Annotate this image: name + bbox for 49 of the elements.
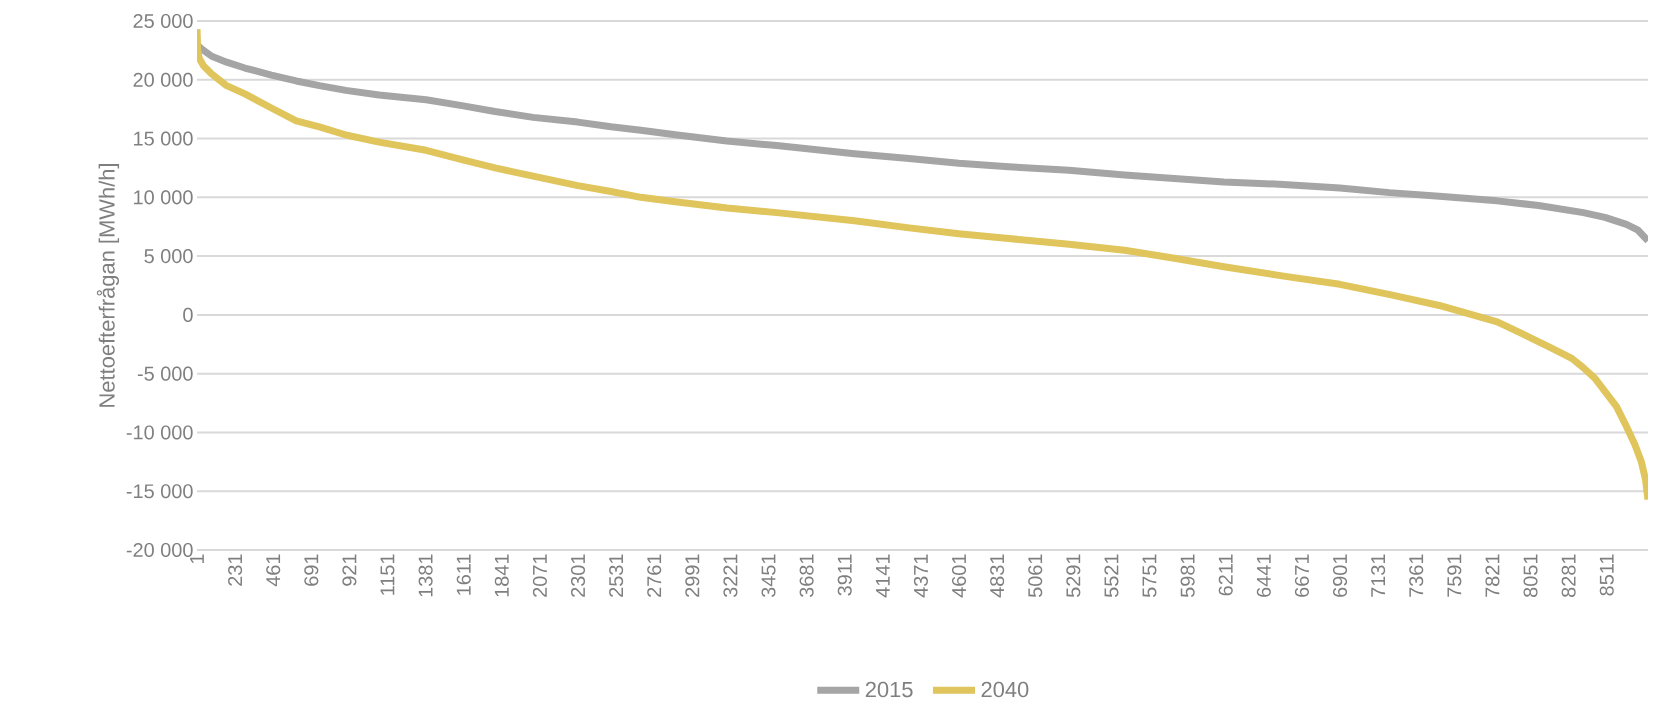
x-tick-label: 231 [228, 554, 243, 586]
y-tick-label: -5 000 [137, 366, 193, 381]
y-tick-label: 15 000 [134, 131, 193, 146]
x-tick-label: 7361 [1409, 554, 1424, 597]
y-tick-label: 20 000 [133, 72, 193, 87]
x-tick-label: 3681 [799, 554, 814, 598]
x-tick-label: 2531 [609, 554, 624, 597]
y-tick-label: 25 000 [133, 13, 193, 29]
x-tick-label: 8281 [1561, 554, 1576, 597]
y-tick-label: -10 000 [126, 425, 193, 440]
x-tick-label: 6671 [1294, 554, 1309, 597]
x-tick-label: 691 [304, 554, 319, 586]
x-tick-label: 5061 [1028, 554, 1043, 598]
x-tick-label: 1611 [456, 554, 471, 595]
x-tick-label: 4831 [990, 554, 1005, 598]
x-tick-label: 6211 [1218, 554, 1233, 596]
x-tick-label: 461 [266, 554, 281, 587]
y-tick-label: 10 000 [134, 190, 193, 205]
x-tick-label: 4371 [913, 554, 928, 598]
x-tick-label: 3451 [761, 554, 776, 598]
x-tick-label: 2761 [647, 554, 662, 597]
x-tick-label: 1841 [494, 554, 509, 597]
x-tick-label: 6441 [1256, 554, 1271, 597]
x-tick-label: 5751 [1142, 554, 1157, 598]
y-tick-label: -15 000 [126, 484, 193, 499]
legend-label: 2040 [981, 681, 1029, 698]
x-tick-label: 4141 [875, 554, 890, 598]
x-tick-label: 5291 [1066, 554, 1081, 598]
x-tick-label: 2991 [685, 554, 700, 597]
x-tick-label: 8051 [1523, 554, 1538, 597]
x-tick-label: 6901 [1332, 554, 1348, 597]
x-tick-label: 7821 [1485, 554, 1500, 597]
x-tick-label: 3221 [723, 554, 738, 598]
x-tick-label: 2301 [570, 554, 586, 597]
x-tick-label: 8511 [1599, 554, 1614, 596]
legend-label: 2015 [865, 681, 913, 698]
x-tick-label: 921 [342, 554, 357, 586]
x-tick-label: 1151 [380, 554, 395, 595]
x-tick-label: 7131 [1371, 554, 1386, 597]
x-tick-label: 3911 [837, 554, 852, 596]
x-tick-label: 5521 [1104, 554, 1119, 598]
y-tick-label: 0 [183, 307, 193, 322]
x-tick-label: 7591 [1447, 554, 1462, 597]
x-tick-label: 2071 [532, 554, 547, 597]
y-axis-title: Nettoefterfrågan [MWh/h] [96, 164, 120, 407]
x-tick-label: 5981 [1180, 554, 1195, 598]
x-tick-label: 1381 [418, 554, 433, 597]
y-tick-label: 5 000 [144, 249, 193, 264]
x-tick-label: 4601 [951, 554, 967, 598]
